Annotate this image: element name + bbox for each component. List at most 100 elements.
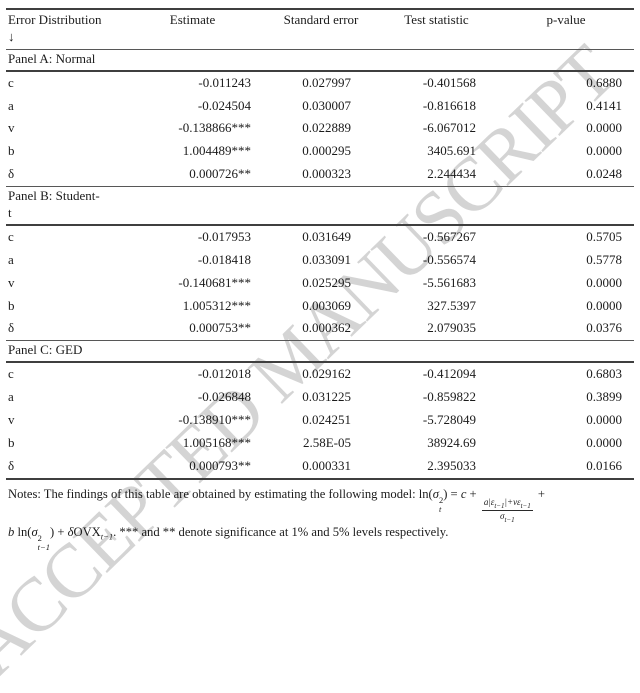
estimate-cell: -0.017953 xyxy=(197,228,251,244)
table-row: b 1.004489*** 0.000295 3405.691 0.0000 xyxy=(6,140,634,163)
param-label: b xyxy=(8,143,15,159)
test-stat-cell: 38924.69 xyxy=(427,434,476,450)
std-error-cell: 0.029162 xyxy=(302,366,351,382)
p-value-cell: 0.0000 xyxy=(586,274,622,290)
estimate-cell: -0.140681*** xyxy=(178,274,251,290)
column-header-p-value: p-value xyxy=(498,9,634,50)
p-value-cell: 0.5705 xyxy=(586,228,622,244)
estimate-cell: -0.011243 xyxy=(198,74,251,90)
estimate-cell: -0.026848 xyxy=(197,389,251,405)
panel-label: Panel B: Student- t xyxy=(6,186,634,226)
estimate-cell: 0.000793** xyxy=(189,457,251,473)
param-label: a xyxy=(8,251,14,267)
column-header-test-statistic: Test statistic xyxy=(375,9,498,50)
test-stat-cell: 327.5397 xyxy=(427,297,476,313)
test-stat-cell: -6.067012 xyxy=(422,120,476,136)
panel-label: Panel C: GED xyxy=(6,340,634,364)
test-stat-cell: 2.395033 xyxy=(427,457,476,473)
estimate-cell: 0.000753** xyxy=(189,320,251,336)
std-error-cell: 0.022889 xyxy=(302,120,351,136)
table-row: c -0.012018 0.029162 -0.412094 0.6803 xyxy=(6,362,634,386)
param-label: b xyxy=(8,434,15,450)
column-header-standard-error: Standard error xyxy=(267,9,375,50)
p-value-cell: 0.0000 xyxy=(586,412,622,428)
fraction-denominator: σt−1 xyxy=(499,510,515,524)
std-error-cell: 0.003069 xyxy=(302,297,351,313)
table-row: δ 0.000793** 0.000331 2.395033 0.0166 xyxy=(6,455,634,479)
std-error-cell: 0.000362 xyxy=(302,320,351,336)
test-stat-cell: -5.728049 xyxy=(422,412,476,428)
table-notes: Notes: The findings of this table are ob… xyxy=(8,486,546,553)
param-label: c xyxy=(8,228,14,244)
page-root: { "watermark": { "text": "ACCEPTED MANUS… xyxy=(0,8,634,692)
std-error-cell: 0.000295 xyxy=(302,143,351,159)
std-error-cell: 0.031649 xyxy=(302,228,351,244)
formula-fraction: a|εt−1|+vεt−1 σt−1 xyxy=(481,497,533,524)
estimate-cell: -0.138910*** xyxy=(178,412,251,428)
std-error-cell: 2.58E-05 xyxy=(302,434,351,450)
table-row: v -0.138866*** 0.022889 -6.067012 0.0000 xyxy=(6,117,634,140)
p-value-cell: 0.0000 xyxy=(586,434,622,450)
table-row: c -0.017953 0.031649 -0.567267 0.5705 xyxy=(6,225,634,249)
param-label: c xyxy=(8,74,14,90)
formula-sigma: σ xyxy=(432,486,439,501)
param-label: v xyxy=(8,412,15,428)
formula-c: c xyxy=(460,486,467,501)
table-row: a -0.026848 0.031225 -0.859822 0.3899 xyxy=(6,386,634,409)
std-error-cell: 0.027997 xyxy=(302,74,351,90)
table-row: a -0.018418 0.033091 -0.556574 0.5778 xyxy=(6,249,634,272)
std-error-cell: 0.030007 xyxy=(302,97,351,113)
panel-header-ged: Panel C: GED xyxy=(6,340,634,364)
table-page: Error Distribution ↓ Estimate Standard e… xyxy=(6,8,634,553)
param-label: b xyxy=(8,297,15,313)
std-error-cell: 0.031225 xyxy=(302,389,351,405)
table-row: δ 0.000753** 0.000362 2.079035 0.0376 xyxy=(6,317,634,340)
estimate-cell: -0.018418 xyxy=(197,251,251,267)
param-label: a xyxy=(8,389,14,405)
test-stat-cell: -0.567267 xyxy=(422,228,476,244)
table-header-row: Error Distribution ↓ Estimate Standard e… xyxy=(6,9,634,50)
table-row: v -0.140681*** 0.025295 -5.561683 0.0000 xyxy=(6,272,634,295)
estimate-cell: 1.005168*** xyxy=(182,434,251,450)
formula-equals: ) = xyxy=(443,486,461,501)
test-stat-cell: -0.412094 xyxy=(422,366,476,382)
p-value-cell: 0.5778 xyxy=(586,251,622,267)
notes-prefix: Notes: The findings of this table are ob… xyxy=(8,486,419,501)
table-row: a -0.024504 0.030007 -0.816618 0.4141 xyxy=(6,95,634,118)
param-label: δ xyxy=(8,457,15,473)
p-value-cell: 0.4141 xyxy=(586,97,622,113)
panel-header-normal: Panel A: Normal xyxy=(6,48,634,72)
param-label: v xyxy=(8,120,15,136)
p-value-cell: 0.3899 xyxy=(586,389,622,405)
std-error-cell: 0.024251 xyxy=(302,412,351,428)
test-stat-cell: -0.859822 xyxy=(422,389,476,405)
p-value-cell: 0.0000 xyxy=(586,297,622,313)
test-stat-cell: 2.079035 xyxy=(427,320,476,336)
results-table: Error Distribution ↓ Estimate Standard e… xyxy=(6,8,634,480)
estimate-cell: -0.024504 xyxy=(197,97,251,113)
table-row: v -0.138910*** 0.024251 -5.728049 0.0000 xyxy=(6,409,634,432)
p-value-cell: 0.0166 xyxy=(586,457,622,473)
param-label: c xyxy=(8,366,14,382)
panel-header-student-t: Panel B: Student- t xyxy=(6,186,634,226)
formula-sigma-lag-squared: 2 t−1 xyxy=(37,533,51,553)
p-value-cell: 0.0248 xyxy=(586,166,622,182)
p-value-cell: 0.0376 xyxy=(586,320,622,336)
test-stat-cell: -0.401568 xyxy=(422,74,476,90)
p-value-cell: 0.0000 xyxy=(586,143,622,159)
std-error-cell: 0.000331 xyxy=(302,457,351,473)
formula-ovx: OVX xyxy=(73,525,101,540)
param-label: a xyxy=(8,97,14,113)
param-label: δ xyxy=(8,320,15,336)
p-value-cell: 0.6880 xyxy=(586,74,622,90)
estimate-cell: 0.000726** xyxy=(189,166,251,182)
estimate-cell: 1.005312*** xyxy=(182,297,251,313)
test-stat-cell: 2.244434 xyxy=(427,166,476,182)
column-header-error-distribution: Error Distribution ↓ xyxy=(6,9,154,50)
test-stat-cell: -5.561683 xyxy=(422,274,476,290)
param-label: δ xyxy=(8,166,15,182)
std-error-cell: 0.025295 xyxy=(302,274,351,290)
param-label: v xyxy=(8,274,15,290)
panel-label: Panel A: Normal xyxy=(6,48,634,72)
